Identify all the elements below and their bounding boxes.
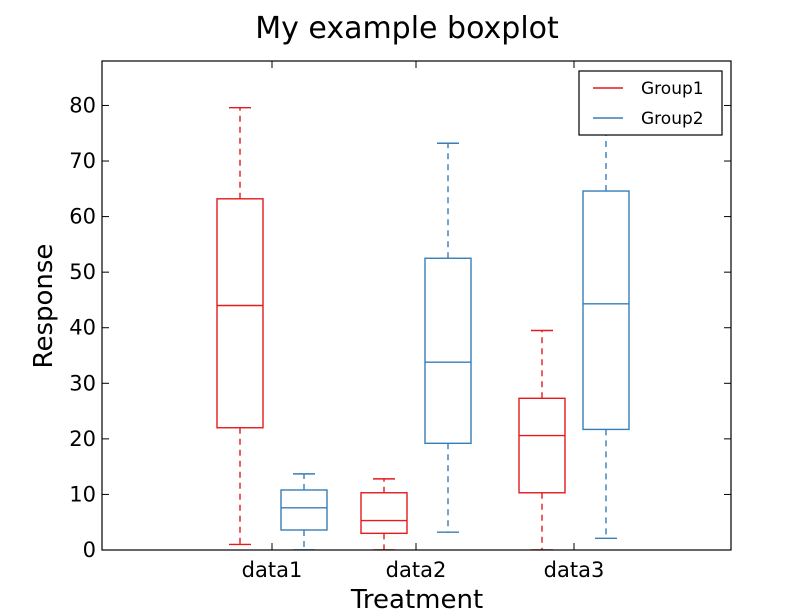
iqr-box — [360, 492, 408, 535]
x-tick-label: data3 — [544, 558, 605, 582]
y-tick-label: 60 — [69, 205, 96, 229]
legend: Group1 Group2 — [578, 70, 723, 136]
y-axis-label: Response — [29, 244, 59, 369]
box-group2-data1 — [280, 473, 328, 550]
y-tick-label: 80 — [69, 93, 96, 117]
iqr-box — [518, 397, 566, 494]
iqr-box — [216, 198, 264, 429]
y-tick-label: 10 — [69, 482, 96, 506]
x-tick-label: data1 — [242, 558, 303, 582]
legend-box — [578, 70, 723, 136]
box-group2-data3 — [582, 132, 630, 540]
box-group1-data1 — [216, 106, 264, 546]
y-tick-label: 70 — [69, 149, 96, 173]
box-group1-data3 — [518, 329, 566, 550]
y-tick-label: 30 — [69, 371, 96, 395]
iqr-box — [280, 489, 328, 531]
x-axis-label: Treatment — [350, 585, 483, 612]
y-tick-label: 0 — [83, 538, 96, 562]
y-tick-label: 40 — [69, 316, 96, 340]
chart-title: My example boxplot — [255, 11, 559, 46]
y-tick-label: 20 — [69, 427, 96, 451]
legend-label-group2: Group2 — [641, 109, 704, 129]
iqr-box — [582, 190, 630, 431]
box-group2-data2 — [424, 142, 472, 533]
legend-label-group1: Group1 — [641, 79, 704, 99]
box-group1-data2 — [360, 478, 408, 550]
iqr-box — [424, 257, 472, 445]
y-tick-label: 50 — [69, 260, 96, 284]
x-tick-label: data2 — [386, 558, 447, 582]
